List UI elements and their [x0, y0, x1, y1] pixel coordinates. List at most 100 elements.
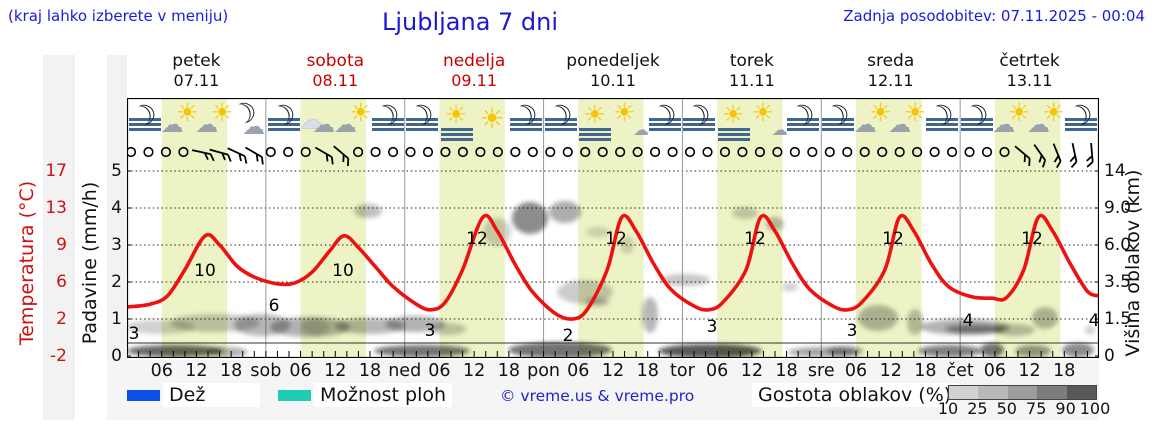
temperature-tick: 13 [45, 198, 67, 218]
wind-barb-icon [1033, 144, 1047, 168]
day-date: 09.11 [451, 71, 498, 90]
moon-fog-icon: ☽ [680, 96, 718, 146]
precip-tick: 2 [111, 272, 122, 292]
hour-label: 06 [289, 361, 312, 381]
cloud-density-scale [948, 385, 1097, 400]
wind-calm-icon [143, 146, 154, 158]
hour-label: 18 [1053, 361, 1076, 381]
curve-value-label: 10 [194, 261, 216, 281]
hour-label: 18 [220, 361, 243, 381]
day-name: ponedeljek [566, 51, 660, 71]
fog-lines [579, 126, 612, 143]
curve-value-label: 2 [563, 326, 574, 346]
wind-barb-icon [245, 146, 264, 165]
cloud-height-tick: 6.0 [1104, 235, 1132, 255]
cloud-blob [782, 283, 798, 291]
day-date: 08.11 [312, 71, 359, 90]
cloud-blob [127, 345, 223, 357]
cloud-height-tick: 1.5 [1104, 309, 1132, 329]
day-header: petek 07.11 [126, 51, 266, 91]
cloud-blob [208, 347, 248, 357]
precip-tick: 0 [111, 346, 122, 366]
hour-label: 12 [879, 361, 902, 381]
cloud-density-scale-value: 10 [937, 399, 959, 418]
wind-calm-icon [510, 146, 521, 158]
fog-lines [544, 116, 577, 133]
wind-calm-icon [632, 146, 643, 158]
hour-label: 12 [463, 361, 486, 381]
wind-calm-icon [946, 146, 958, 158]
time-axis-labels: 06 12 18 sob 06 12 18 ned 06 12 18 pon 06 12 18 tor 06 12… [0, 361, 1152, 383]
wind-barb-icon [1052, 143, 1062, 169]
temperature-curve [127, 213, 1099, 321]
cloud-blob [907, 309, 923, 335]
wind-calm-icon [981, 146, 993, 158]
fog-lines [440, 126, 473, 143]
fog-lines [648, 116, 681, 133]
temperature-tick: 17 [45, 161, 67, 181]
moon-fog-icon: ☽ [1062, 96, 1100, 146]
wind-barb-icon [209, 148, 232, 162]
wind-calm-icon [527, 146, 538, 158]
day-abbr-label: sre [807, 361, 835, 381]
cloud-blob [586, 227, 610, 237]
wind-calm-icon [545, 146, 556, 158]
wind-calm-icon [387, 146, 399, 158]
curve-value-label: 3 [425, 321, 436, 341]
cloud-blob [354, 204, 382, 218]
sun-fog-icon: ☀ [576, 100, 614, 146]
sun-small-cloud-icon: ☀ ☁ [613, 98, 650, 139]
moon-fog-icon: ☽ [369, 96, 407, 146]
cloud-blob [660, 274, 710, 286]
cloud-blob [549, 201, 581, 223]
wind-calm-icon [649, 146, 661, 158]
day-header: sobota 08.11 [265, 51, 405, 91]
curve-value-label: 12 [466, 229, 488, 249]
curve-value-label: 4 [1089, 311, 1099, 331]
cloud-blob [858, 305, 898, 331]
copyright-link[interactable]: © vreme.us & vreme.pro [500, 387, 695, 405]
sun-cloud-icon: ☀ ☁ [992, 98, 1031, 138]
sun-cloud-icon: ☀ ☁ [195, 98, 234, 138]
wind-calm-icon [492, 146, 503, 158]
hour-label: 18 [497, 361, 520, 381]
curve-value-label: 4 [963, 311, 974, 331]
sun-cloud-icon: ☀ ☁ [1026, 98, 1065, 138]
cloud-blob [1085, 326, 1095, 334]
last-update-timestamp: Zadnja posodobitev: 07.11.2025 - 00:04 [843, 7, 1145, 25]
day-name: petek [172, 51, 221, 71]
moon-fog-icon: ☽ [507, 96, 545, 146]
fog-lines [267, 116, 300, 133]
wind-calm-icon [300, 146, 311, 158]
wind-calm-icon [667, 146, 678, 158]
wind-calm-icon [842, 146, 853, 158]
showers-legend-label: Možnost ploh [314, 383, 453, 407]
sun-fog-icon: ☀ [438, 100, 476, 146]
hour-label: 18 [914, 361, 937, 381]
curve-value-label: 3 [129, 324, 140, 344]
hour-label: 12 [185, 361, 208, 381]
day-abbr-label: sob [250, 361, 282, 381]
wind-calm-icon [929, 146, 940, 158]
hour-label: 12 [601, 361, 625, 381]
moon-fog-icon: ☽ [784, 96, 822, 146]
wind-calm-icon [353, 146, 364, 158]
hour-label: 06 [706, 361, 729, 381]
meteogram-chart: 3 10 6 10 3 12 2 12 3 12 3 12 4 12 4 [127, 98, 1099, 358]
cloud-blob [620, 236, 634, 254]
precip-tick: 3 [111, 235, 122, 255]
day-header: četrtek 13.11 [960, 51, 1100, 91]
hour-label: 06 [844, 361, 868, 381]
cloud-blob [1062, 343, 1094, 357]
wind-calm-icon [597, 146, 608, 158]
day-name: četrtek [999, 51, 1060, 71]
wind-barb-icon [227, 147, 248, 164]
wind-barb-icon [1086, 142, 1094, 168]
wind-calm-icon [702, 146, 713, 158]
rain-color-chip [127, 390, 160, 401]
day-header: sreda 12.11 [821, 51, 961, 91]
hour-label: 06 [428, 361, 451, 381]
fog-lines [406, 116, 439, 133]
wind-calm-icon [615, 146, 626, 158]
